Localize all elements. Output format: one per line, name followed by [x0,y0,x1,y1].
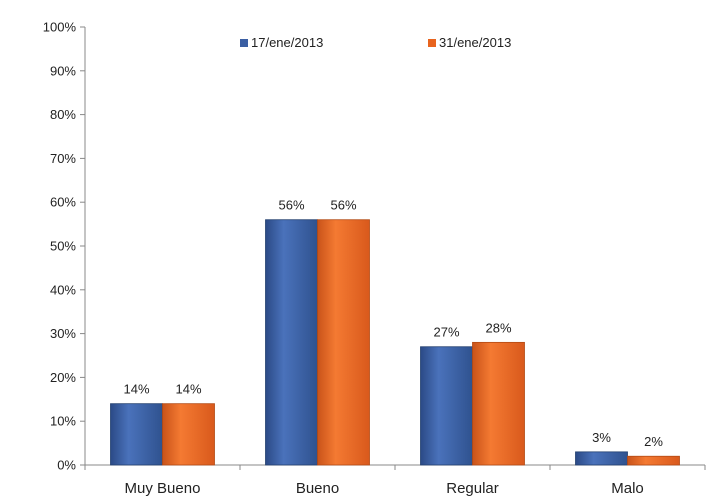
legend: 17/ene/2013 31/ene/2013 [240,35,511,50]
y-tick-label: 10% [50,414,76,429]
bar-series-1 [265,219,318,466]
y-tick-label: 0% [57,458,76,473]
bar-series-1 [110,403,163,466]
y-tick-label: 90% [50,63,76,78]
data-label: 14% [175,382,201,397]
x-category-label: Malo [611,480,644,497]
data-label: 27% [433,325,459,340]
y-tick-label: 50% [50,239,76,254]
bars: 14% 14% 56% 56% 27% 28% 3% 2% [110,198,680,466]
x-category-label: Bueno [296,480,339,497]
y-tick-label: 40% [50,282,76,297]
data-label: 14% [123,382,149,397]
data-label: 3% [592,430,611,445]
bar-series-1 [575,451,628,466]
legend-label: 17/ene/2013 [251,35,323,50]
legend-swatch [240,39,248,47]
data-label: 28% [485,320,511,335]
y-tick-label: 30% [50,326,76,341]
bar-series-2 [162,403,215,466]
y-tick-label: 80% [50,107,76,122]
y-tick-label: 60% [50,195,76,210]
x-category-label: Muy Bueno [125,480,201,497]
y-tick-label: 70% [50,151,76,166]
data-label: 56% [278,198,304,213]
legend-swatch [428,39,436,47]
data-label: 2% [644,434,663,449]
bar-series-2 [317,219,370,466]
y-tick-label: 20% [50,370,76,385]
bar-series-2 [472,341,525,466]
x-category-label: Regular [446,480,499,497]
bar-series-2 [627,455,680,466]
y-tick-label: 100% [43,20,77,35]
y-axis: 0% 10% 20% 30% 40% 50% 60% 70% 80% 90% 100% [43,20,86,473]
legend-label: 31/ene/2013 [439,35,511,50]
x-axis: Muy Bueno Bueno Regular Malo [84,464,706,497]
bar-series-1 [420,346,473,466]
data-label: 56% [330,198,356,213]
